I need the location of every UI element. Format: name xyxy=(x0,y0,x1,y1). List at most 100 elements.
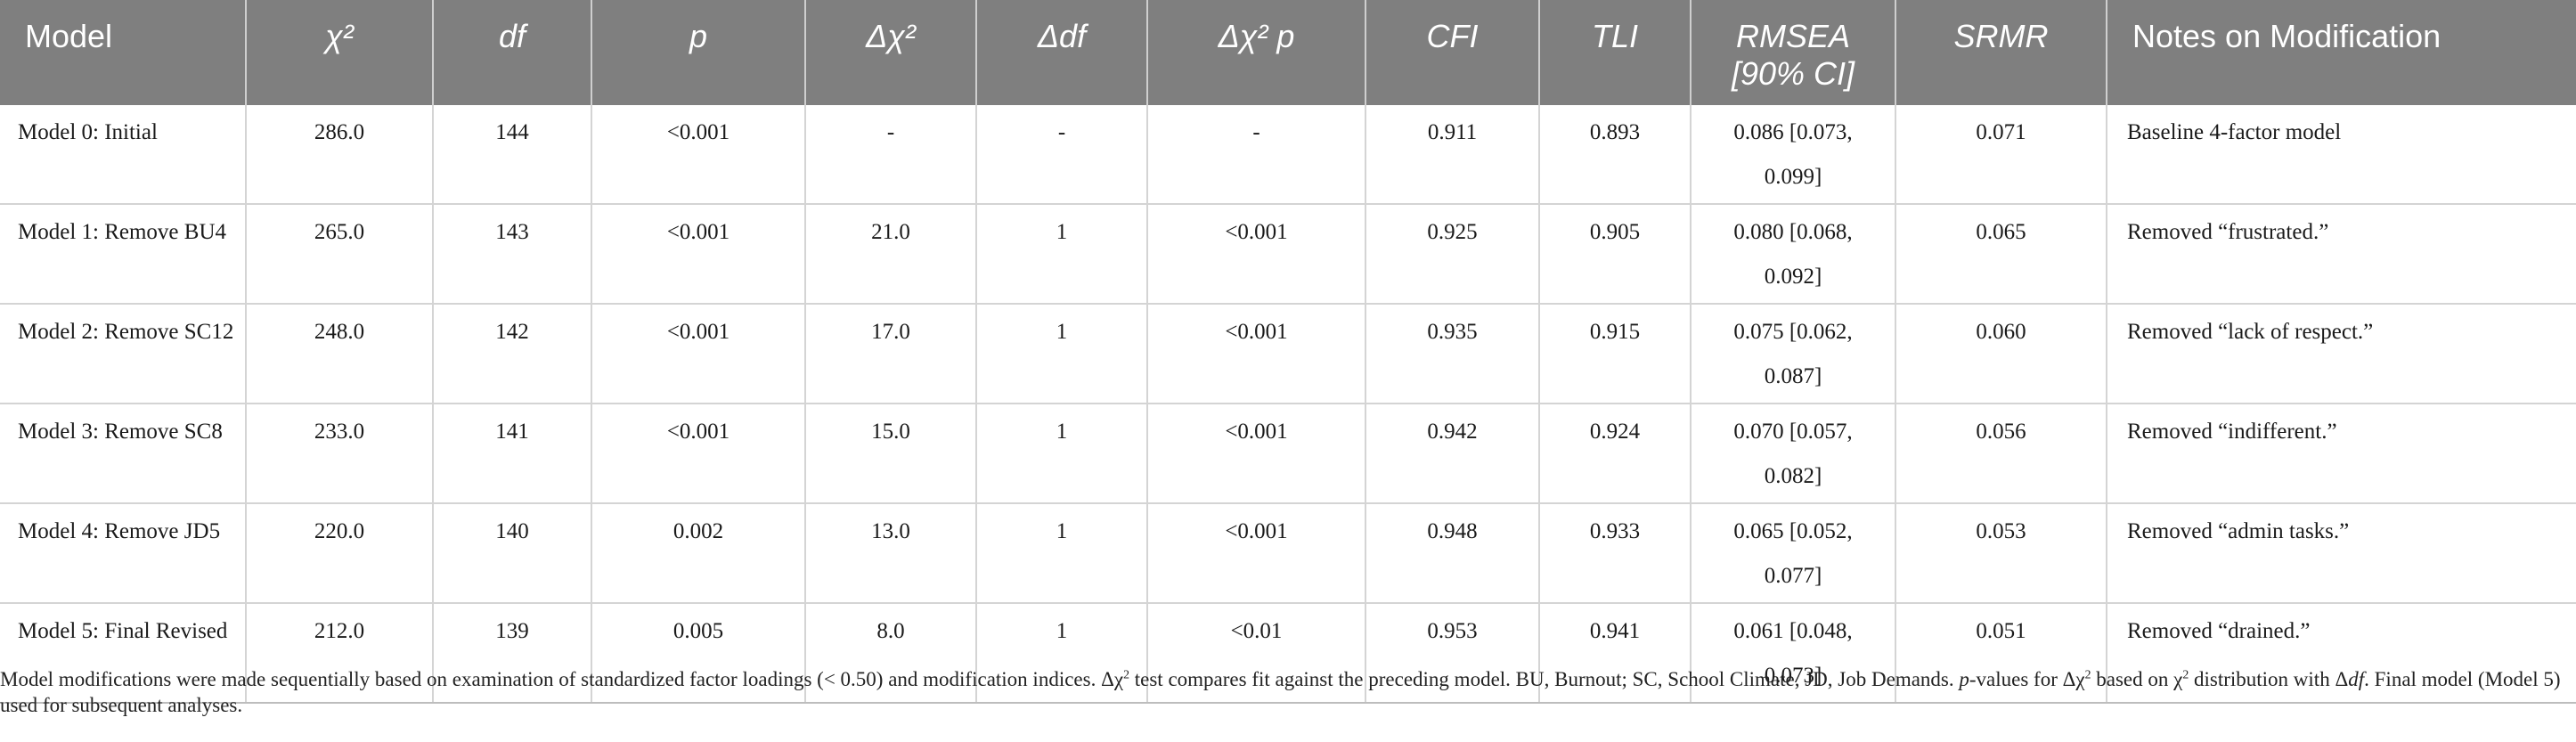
cell-ddf: 1 xyxy=(976,603,1148,704)
cell-chi2: 220.0 xyxy=(246,503,434,604)
cell-srmr: 0.060 xyxy=(1895,304,2107,404)
cell-ddf: 1 xyxy=(976,404,1148,504)
column-header-dchi2: Δχ² xyxy=(805,0,977,105)
footnote-text: . Final model (Model 5) used for subsequ… xyxy=(0,668,2561,716)
column-header-srmr: SRMR xyxy=(1895,0,2107,105)
cell-dchi2p: <0.001 xyxy=(1147,503,1366,604)
table-row: Model 1: Remove BU4 265.0 143 <0.001 21.0 1 <0… xyxy=(0,204,2576,305)
footnote-text: -values for Δχ xyxy=(1969,668,2085,690)
cell-srmr: 0.053 xyxy=(1895,503,2107,604)
cell-p: 0.002 xyxy=(591,503,806,604)
footnote-text: Model modifications were made sequential… xyxy=(0,668,1124,690)
column-header-label: RMSEA [90% CI] xyxy=(1731,18,1855,92)
cell-cfi: 0.925 xyxy=(1365,204,1540,305)
table-footnote: Model modifications were made sequential… xyxy=(0,666,2565,718)
cell-tli: 0.893 xyxy=(1539,105,1692,205)
cell-dchi2: 15.0 xyxy=(805,404,977,504)
cell-dchi2: 13.0 xyxy=(805,503,977,604)
cell-rmsea: 0.086 [0.073, 0.099] xyxy=(1691,105,1896,205)
cell-chi2: 233.0 xyxy=(246,404,434,504)
cell-dchi2p: - xyxy=(1147,105,1366,205)
column-header-label: SRMR xyxy=(1953,18,2049,54)
column-header-p: p xyxy=(591,0,806,105)
cell-tli: 0.941 xyxy=(1539,603,1692,704)
column-header-ddf: Δdf xyxy=(976,0,1148,105)
column-header-rmsea: RMSEA [90% CI] xyxy=(1691,0,1896,105)
cell-rmsea: 0.075 [0.062, 0.087] xyxy=(1691,304,1896,404)
cell-srmr: 0.051 xyxy=(1895,603,2107,704)
column-header-label: Δχ² xyxy=(866,18,916,54)
footnote-italic: p xyxy=(1959,668,1969,690)
footnote-sup: 2 xyxy=(1123,667,1129,681)
cell-dchi2: 8.0 xyxy=(805,603,977,704)
cell-df: 141 xyxy=(433,404,592,504)
cell-tli: 0.933 xyxy=(1539,503,1692,604)
cell-cfi: 0.911 xyxy=(1365,105,1540,205)
cell-notes: Removed “lack of respect.” xyxy=(2107,304,2576,404)
cell-model: Model 3: Remove SC8 xyxy=(0,404,247,504)
cell-df: 144 xyxy=(433,105,592,205)
column-header-cfi: CFI xyxy=(1365,0,1540,105)
cell-cfi: 0.942 xyxy=(1365,404,1540,504)
header-row: Model χ² df p Δχ² Δdf Δχ² p CFI TLI RMSEA [90% CI… xyxy=(0,0,2576,105)
footnote-sup: 2 xyxy=(2182,667,2189,681)
cell-dchi2: 21.0 xyxy=(805,204,977,305)
cell-tli: 0.924 xyxy=(1539,404,1692,504)
column-header-label: Notes on Modification xyxy=(2132,18,2441,54)
footnote-italic: df xyxy=(2348,668,2365,690)
table-row: Model 5: Final Revised 212.0 139 0.005 8.0 1 <… xyxy=(0,603,2576,704)
cell-tli: 0.915 xyxy=(1539,304,1692,404)
table-row: Model 0: Initial 286.0 144 <0.001- - -0.911 0.… xyxy=(0,105,2576,205)
cell-srmr: 0.065 xyxy=(1895,204,2107,305)
cell-rmsea: 0.080 [0.068, 0.092] xyxy=(1691,204,1896,305)
table-row: Model 2: Remove SC12 248.0 142 <0.001 17.0 1 <… xyxy=(0,304,2576,404)
cell-df: 140 xyxy=(433,503,592,604)
cell-notes: Baseline 4-factor model xyxy=(2107,105,2576,205)
cell-p: <0.001 xyxy=(591,404,806,504)
cell-cfi: 0.948 xyxy=(1365,503,1540,604)
cell-chi2: 248.0 xyxy=(246,304,434,404)
cell-cfi: 0.935 xyxy=(1365,304,1540,404)
footnote-text: test compares fit against the preceding … xyxy=(1129,668,1960,690)
column-header-model: Model xyxy=(0,0,247,105)
cell-model: Model 0: Initial xyxy=(0,105,247,205)
column-header-notes: Notes on Modification xyxy=(2107,0,2576,105)
cell-p: <0.001 xyxy=(591,105,806,205)
cell-tli: 0.905 xyxy=(1539,204,1692,305)
cell-rmsea: 0.065 [0.052, 0.077] xyxy=(1691,503,1896,604)
cell-notes: Removed “frustrated.” xyxy=(2107,204,2576,305)
cell-dchi2p: <0.001 xyxy=(1147,304,1366,404)
column-header-chi2: χ² xyxy=(246,0,434,105)
column-header-label: CFI xyxy=(1426,18,1479,54)
column-header-label: df xyxy=(498,18,526,54)
cell-dchi2p: <0.01 xyxy=(1147,603,1366,704)
cell-chi2: 286.0 xyxy=(246,105,434,205)
cell-rmsea: 0.061 [0.048, 0.073] xyxy=(1691,603,1896,704)
cell-model: Model 1: Remove BU4 xyxy=(0,204,247,305)
cell-chi2: 265.0 xyxy=(246,204,434,305)
cell-df: 143 xyxy=(433,204,592,305)
cell-df: 142 xyxy=(433,304,592,404)
table-row: Model 4: Remove JD5 220.0 140 0.002 13.0 1 <0.… xyxy=(0,503,2576,604)
column-header-label: TLI xyxy=(1591,18,1638,54)
cell-ddf: 1 xyxy=(976,503,1148,604)
cell-model: Model 4: Remove JD5 xyxy=(0,503,247,604)
cell-ddf: 1 xyxy=(976,204,1148,305)
cell-dchi2: - xyxy=(805,105,977,205)
cell-notes: Removed “indifferent.” xyxy=(2107,404,2576,504)
table-header: Model χ² df p Δχ² Δdf Δχ² p CFI TLI RMSEA [90% CI… xyxy=(0,0,2576,105)
column-header-label: Δχ² p xyxy=(1218,18,1295,54)
column-header-dchi2p: Δχ² p xyxy=(1147,0,1366,105)
column-header-label: Δdf xyxy=(1037,18,1087,54)
cell-p: <0.001 xyxy=(591,304,806,404)
cell-model: Model 2: Remove SC12 xyxy=(0,304,247,404)
cell-p: <0.001 xyxy=(591,204,806,305)
model-fit-table: Model χ² df p Δχ² Δdf Δχ² p CFI TLI RMSEA [90% CI… xyxy=(0,0,2576,704)
cell-cfi: 0.953 xyxy=(1365,603,1540,704)
cell-model: Model 5: Final Revised xyxy=(0,603,247,704)
cell-dchi2p: <0.001 xyxy=(1147,404,1366,504)
column-header-label: χ² xyxy=(325,18,354,54)
table-body: Model 0: Initial 286.0 144 <0.001- - -0.911 0.… xyxy=(0,105,2576,704)
column-header-label: p xyxy=(689,18,708,54)
